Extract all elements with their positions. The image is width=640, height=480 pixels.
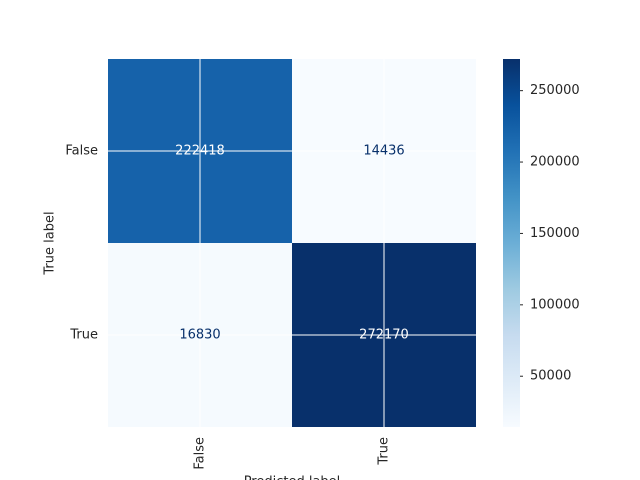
colorbar-tick-label: 100000 <box>530 297 580 312</box>
colorbar-tick-label: 250000 <box>530 83 580 98</box>
x-tick-label: True <box>377 437 392 466</box>
cell-value-label: 16830 <box>179 328 220 343</box>
cell-value-label: 222418 <box>175 144 225 159</box>
y-tick-label: False <box>65 144 98 159</box>
colorbar-tick-label: 200000 <box>530 155 580 170</box>
colorbar <box>503 59 520 427</box>
colorbar-tick-label: 50000 <box>530 369 571 384</box>
cell-value-label: 272170 <box>359 328 409 343</box>
x-axis-label: Predicted label <box>244 475 341 480</box>
x-tick-label: False <box>193 437 208 470</box>
y-axis-label: True label <box>43 211 58 275</box>
cell-value-label: 14436 <box>363 144 404 159</box>
colorbar-tick-label: 150000 <box>530 226 580 241</box>
y-tick-label: True <box>69 328 98 343</box>
